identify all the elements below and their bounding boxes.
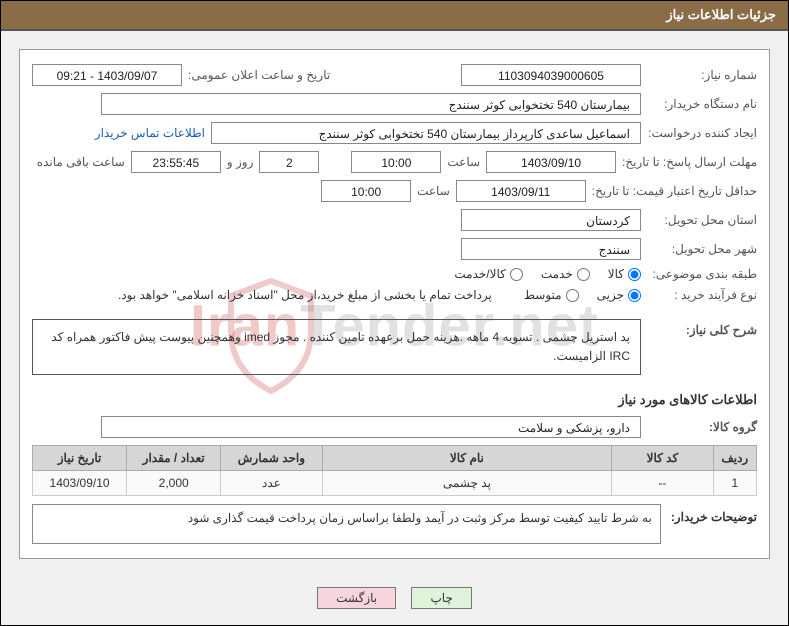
label-deadline: مهلت ارسال پاسخ: تا تاریخ: [622,155,757,169]
category-radio[interactable] [510,268,523,281]
table-header: کد کالا [612,446,713,471]
table-cell: 2,000 [127,471,221,496]
label-need-no: شماره نیاز: [647,68,757,82]
label-city: شهر محل تحویل: [647,242,757,256]
category-label: کالا [608,267,624,281]
field-requester: اسماعیل ساعدی کارپرداز بیمارستان 540 تخت… [211,122,641,144]
proc_type-radio[interactable] [628,289,641,302]
buyer-contact-link[interactable]: اطلاعات تماس خریدار [95,126,205,140]
field-validity-time: 10:00 [321,180,411,202]
label-general-desc: شرح کلی نیاز: [647,315,757,337]
category-radio[interactable] [577,268,590,281]
proc_type-label: متوسط [524,288,562,302]
proc-type-radio-group: جزیی متوسط [524,288,641,302]
proc_type-radio[interactable] [566,289,579,302]
print-button[interactable]: چاپ [411,587,471,609]
table-cell: عدد [221,471,322,496]
page-root: IranTender.net جزئیات اطلاعات نیاز شماره… [0,0,789,626]
general-desc-box: پد استریل چشمی . تسویه 4 ماهه .هزینه حمل… [32,319,641,375]
buyer-notes-box: به شرط تایید کیفیت توسط مرکز وثبت در آیم… [32,504,661,544]
category-option[interactable]: کالا/خدمت [454,267,522,281]
label-time-1: ساعت [447,155,480,169]
field-countdown: 23:55:45 [131,151,221,173]
field-deadline-date: 1403/09/10 [486,151,616,173]
label-buyer-org: نام دستگاه خریدار: [647,97,757,111]
table-header: نام کالا [322,446,612,471]
table-header: تعداد / مقدار [127,446,221,471]
table-cell: 1403/09/10 [33,471,127,496]
label-announce-dt: تاریخ و ساعت اعلان عمومی: [188,68,330,82]
table-header: ردیف [713,446,756,471]
label-requester: ایجاد کننده درخواست: [647,126,757,140]
items-section-head: اطلاعات کالاهای مورد نیاز [32,392,757,408]
label-buyer-notes: توضیحات خریدار: [671,504,757,544]
field-buyer-org: بیمارستان 540 تختخوابی کوثر سنندج [101,93,641,115]
proc_type-label: جزیی [597,288,624,302]
proc_type-option[interactable]: جزیی [597,288,641,302]
category-label: کالا/خدمت [454,267,505,281]
label-category: طبقه بندی موضوعی: [647,267,757,281]
label-province: استان محل تحویل: [647,213,757,227]
proc_type-option[interactable]: متوسط [524,288,579,302]
table-cell: پد چشمی [322,471,612,496]
label-validity: حداقل تاریخ اعتبار قیمت: تا تاریخ: [592,184,757,198]
label-time-2: ساعت [417,184,450,198]
field-days-left: 2 [259,151,319,173]
category-label: خدمت [541,267,573,281]
field-need-no: 1103094039000605 [461,64,641,86]
form-area: شماره نیاز: 1103094039000605 تاریخ و ساع… [19,49,770,559]
panel-title: جزئیات اطلاعات نیاز [1,1,788,31]
label-days-and: روز و [227,155,254,169]
field-province: کردستان [461,209,641,231]
label-group: گروه کالا: [647,420,757,434]
field-announce-dt: 1403/09/07 - 09:21 [32,64,182,86]
table-header: واحد شمارش [221,446,322,471]
table-cell: -- [612,471,713,496]
table-row: 1--پد چشمیعدد2,0001403/09/10 [33,471,757,496]
table-header: تاریخ نیاز [33,446,127,471]
label-remaining: ساعت باقی مانده [37,155,125,169]
label-proc-type: نوع فرآیند خرید : [647,288,757,302]
field-group: دارو، پزشکی و سلامت [101,416,641,438]
category-option[interactable]: خدمت [541,267,590,281]
field-deadline-time: 10:00 [351,151,441,173]
category-radio[interactable] [628,268,641,281]
table-cell: 1 [713,471,756,496]
category-radio-group: کالا خدمت کالا/خدمت [454,267,641,281]
items-table: ردیفکد کالانام کالاواحد شمارشتعداد / مقد… [32,445,757,496]
field-city: سنندج [461,238,641,260]
back-button[interactable]: بازگشت [317,587,396,609]
category-option[interactable]: کالا [608,267,641,281]
button-bar: چاپ بازگشت [1,577,788,625]
field-validity-date: 1403/09/11 [456,180,586,202]
treasury-note: پرداخت تمام یا بخشی از مبلغ خرید،از محل … [118,288,492,302]
